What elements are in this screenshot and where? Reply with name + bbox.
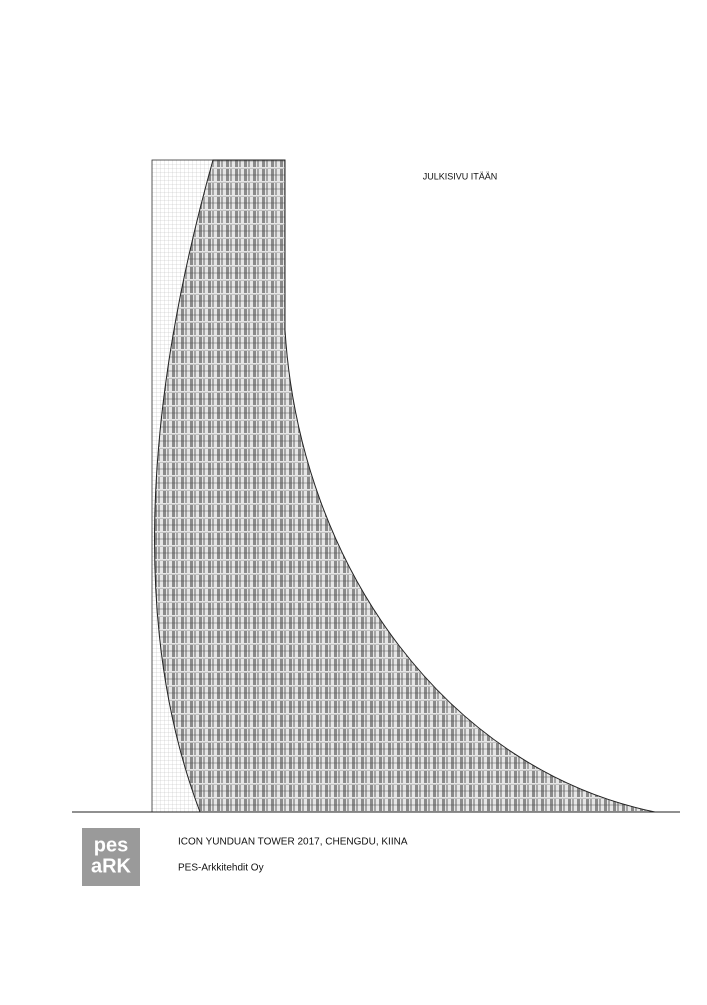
office-caption: PES-Arkkitehdit Oy: [178, 863, 264, 874]
logo-box: [82, 828, 140, 886]
tower-facade: [154, 159, 656, 813]
drawing-title: JULKISIVU ITÄÄN: [423, 171, 498, 181]
project-caption: ICON YUNDUAN TOWER 2017, CHENGDU, KIINA: [178, 837, 408, 848]
tower: [72, 159, 680, 813]
logo-line: aRK: [91, 855, 132, 877]
logo-line: pes: [94, 834, 128, 856]
logo: pes aRK: [82, 828, 140, 886]
